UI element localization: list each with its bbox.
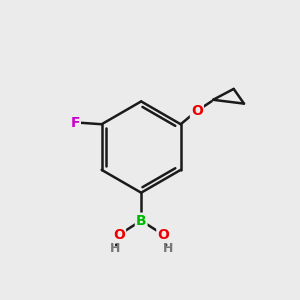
Text: O: O — [191, 104, 203, 118]
Text: F: F — [70, 116, 80, 130]
Text: B: B — [136, 214, 146, 228]
Text: H: H — [163, 242, 173, 255]
Text: O: O — [157, 228, 169, 242]
Text: H: H — [110, 242, 120, 255]
Text: O: O — [113, 228, 125, 242]
